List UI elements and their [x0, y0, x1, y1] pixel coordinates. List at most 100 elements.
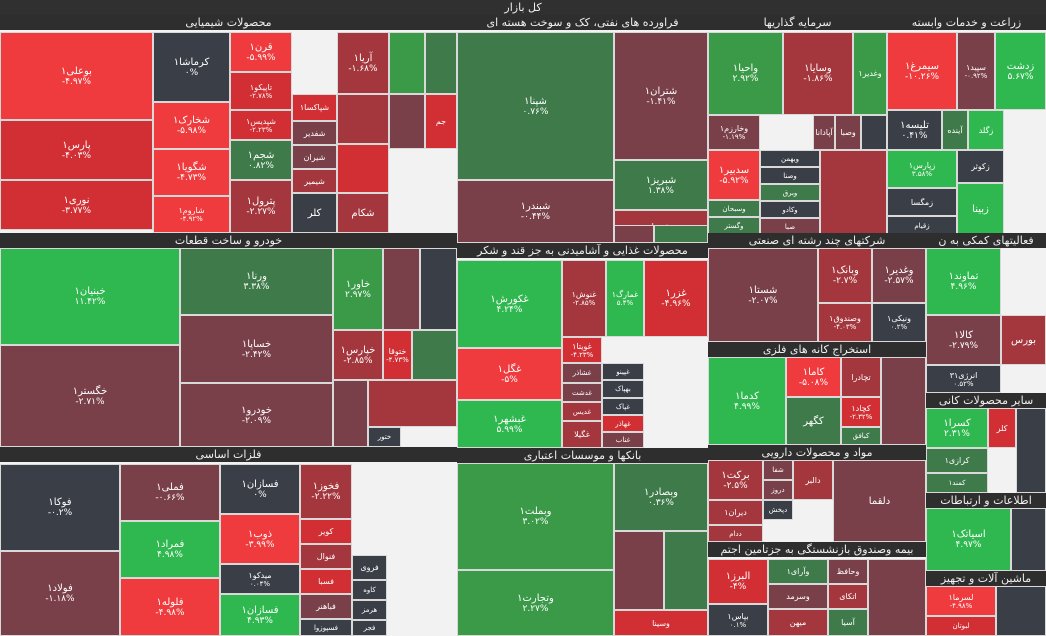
sector-title[interactable]: فلزات اساسی — [0, 447, 457, 462]
sector-title[interactable]: زراعت و خدمات وابسته — [887, 15, 1046, 30]
stock-tile[interactable]: انرژی۳۱ ۰.۵۲% — [926, 365, 1001, 393]
stock-tile[interactable]: کلر — [292, 193, 337, 233]
stock-tile[interactable] — [1016, 408, 1046, 493]
stock-tile[interactable]: غپینو — [602, 363, 644, 380]
stock-tile[interactable]: شفدیر — [292, 121, 337, 145]
stock-tile[interactable]: وبرق — [760, 184, 820, 201]
stock-tile[interactable]: شجم۱ ۰.۸۲% — [230, 140, 292, 180]
stock-tile[interactable]: سپید۱ -۰.۹۲% — [957, 32, 995, 110]
stock-tile[interactable]: کمند۱ — [926, 473, 988, 493]
stock-tile[interactable] — [383, 248, 420, 330]
stock-tile[interactable]: وآرای۱ — [768, 559, 828, 584]
stock-tile[interactable]: کاما۱ -۵.۰۸% — [786, 357, 841, 397]
stock-tile[interactable]: فسازان۱ ۴.۹۳% — [220, 594, 300, 636]
stock-tile[interactable]: خودرو۱ -۲.۰۹% — [180, 383, 333, 447]
stock-tile[interactable]: وسینا — [614, 610, 708, 636]
stock-tile[interactable]: فسازان۱ ۰% — [220, 464, 300, 514]
stock-tile[interactable]: غزر۱ -۴.۹۶% — [644, 260, 708, 337]
stock-tile[interactable]: شستا۱ -۲.۰۷% — [708, 248, 818, 342]
stock-tile[interactable]: بوعلی۱ -۴.۹۷% — [0, 32, 153, 120]
stock-tile[interactable] — [996, 586, 1046, 636]
stock-tile[interactable]: وغدیر۱ -۲.۵۷% — [872, 248, 926, 303]
stock-tile[interactable]: فباهنر — [300, 594, 352, 619]
stock-tile[interactable]: کچاد۱ -۲.۳۲% — [841, 397, 881, 427]
stock-tile[interactable]: شاروم۱ -۴.۹۲% — [153, 196, 230, 233]
stock-tile[interactable]: ختور — [368, 427, 401, 447]
stock-tile[interactable]: دروز — [763, 480, 793, 500]
stock-tile[interactable]: کرازی۱ — [926, 448, 988, 473]
stock-tile[interactable]: تچادرا — [841, 357, 881, 397]
stock-tile[interactable] — [654, 225, 708, 243]
stock-tile[interactable]: لسرما۱ -۴.۹۸% — [926, 586, 996, 616]
sector-title[interactable]: شرکتهای چند رشته ای صنعتی — [708, 233, 926, 248]
stock-tile[interactable]: سدبیر۱ -۵.۹۲% — [708, 150, 760, 200]
stock-tile[interactable]: فسپوزوا — [300, 619, 352, 636]
stock-tile[interactable]: بپاس۱ ۰.۱% — [708, 604, 768, 636]
stock-tile[interactable]: زکوثر — [957, 150, 1004, 183]
stock-tile[interactable]: وحافظ — [828, 559, 868, 584]
stock-tile[interactable]: کبافق — [841, 427, 881, 445]
stock-tile[interactable]: قرن۱ -۵.۹۹% — [230, 32, 292, 72]
stock-tile[interactable] — [425, 32, 457, 94]
stock-tile[interactable]: فروی — [352, 555, 387, 580]
stock-tile[interactable]: بهپاک — [602, 380, 644, 398]
stock-tile[interactable]: وصنا — [760, 167, 820, 184]
stock-tile[interactable]: شپنا۱ ۰.۷۶% — [457, 32, 614, 180]
stock-tile[interactable]: خگستر۱ -۲.۷۱% — [0, 345, 180, 447]
stock-tile[interactable]: شکام — [337, 193, 389, 233]
stock-tile[interactable]: غگیلا — [562, 421, 602, 448]
stock-tile[interactable]: اسیاتک۱ ۴.۹۷% — [926, 508, 1011, 571]
stock-tile[interactable]: وتجارت۱ ۲.۲۷% — [457, 570, 614, 636]
stock-tile[interactable]: فمراد۱ ۴.۹۸% — [120, 521, 220, 578]
stock-tile[interactable]: تماوند۱ ۴.۹۶% — [926, 248, 1001, 315]
stock-tile[interactable]: لبوتان — [926, 616, 996, 636]
stock-tile[interactable] — [337, 144, 389, 193]
stock-tile[interactable]: شگویا۱ -۴.۷۳% — [153, 149, 230, 196]
sector-title[interactable]: محصولات شیمیایی — [0, 15, 457, 30]
sector-title[interactable]: سایر محصولات کانی — [926, 393, 1046, 408]
stock-tile[interactable]: جم — [425, 94, 457, 149]
stock-tile[interactable]: فنوال — [300, 544, 352, 569]
stock-tile[interactable] — [614, 531, 664, 610]
stock-tile[interactable]: وبملت۱ ۳.۰۲% — [457, 463, 614, 570]
stock-tile[interactable]: غنوش۱ -۲.۸۵% — [562, 260, 606, 337]
stock-tile[interactable]: دپخش — [763, 500, 793, 520]
stock-tile[interactable]: کدما۱ ۴.۹۹% — [708, 357, 786, 445]
stock-tile[interactable]: فملی۱ -۰.۶۶% — [120, 464, 220, 521]
stock-tile[interactable] — [333, 380, 368, 447]
stock-tile[interactable] — [861, 115, 887, 150]
stock-tile[interactable]: شیمیر — [292, 169, 337, 193]
stock-tile[interactable]: زپارس۱ ۳.۵۸% — [887, 150, 957, 188]
stock-tile[interactable]: پارس۱ -۴.۰۳% — [0, 120, 153, 180]
stock-tile[interactable]: کویر — [300, 519, 352, 544]
stock-tile[interactable]: پترول۱ -۲.۲۷% — [230, 180, 292, 233]
stock-tile[interactable]: کسرا۱ ۲.۳۱% — [926, 408, 988, 448]
stock-tile[interactable] — [368, 380, 457, 427]
sector-title[interactable]: بانکها و موسسات اعتباری — [457, 448, 708, 463]
stock-tile[interactable] — [881, 357, 926, 445]
stock-tile[interactable]: البرز۱ -۴% — [708, 559, 768, 604]
stock-tile[interactable]: غبشهر۱ ۵.۹۹% — [457, 400, 562, 448]
sector-title[interactable]: سرمایه گذاریها — [708, 15, 887, 30]
sector-title[interactable]: فعالیتهای کمکی به ن — [926, 233, 1046, 248]
stock-tile[interactable] — [337, 94, 389, 144]
stock-tile[interactable]: فوکا۱ -۰.۲% — [0, 464, 120, 551]
sector-title[interactable]: محصولات غذایی و آشامیدنی به جز قند و شکر — [457, 243, 708, 258]
stock-tile[interactable]: شبریز۱ ۱.۳۸% — [614, 160, 708, 210]
stock-tile[interactable] — [412, 330, 457, 380]
stock-tile[interactable]: غمارگ۱ ۵.۴% — [606, 260, 644, 337]
stock-tile[interactable]: فولاد۱ -۱.۱۸% — [0, 551, 120, 636]
stock-tile[interactable]: میهن — [768, 609, 828, 636]
stock-tile[interactable]: شپاکسا۱ — [292, 94, 337, 121]
stock-tile[interactable]: اتکای — [828, 584, 868, 609]
stock-tile[interactable]: خاور۱ ۲.۹۷% — [333, 248, 383, 330]
stock-tile[interactable]: غگل۱ -۵% — [457, 348, 562, 400]
sector-title[interactable]: استخراج کانه های فلزی — [708, 342, 926, 357]
stock-tile[interactable]: ختوقا -۴.۷۳% — [383, 330, 412, 380]
stock-tile[interactable]: وسبحان — [708, 200, 760, 217]
stock-tile[interactable]: وصبا — [835, 115, 861, 150]
stock-tile[interactable]: وخارزم۱ -۱.۱۹% — [708, 115, 760, 150]
stock-tile[interactable] — [1011, 508, 1046, 571]
stock-tile[interactable] — [389, 32, 425, 94]
stock-tile[interactable]: آسیا — [828, 609, 868, 636]
